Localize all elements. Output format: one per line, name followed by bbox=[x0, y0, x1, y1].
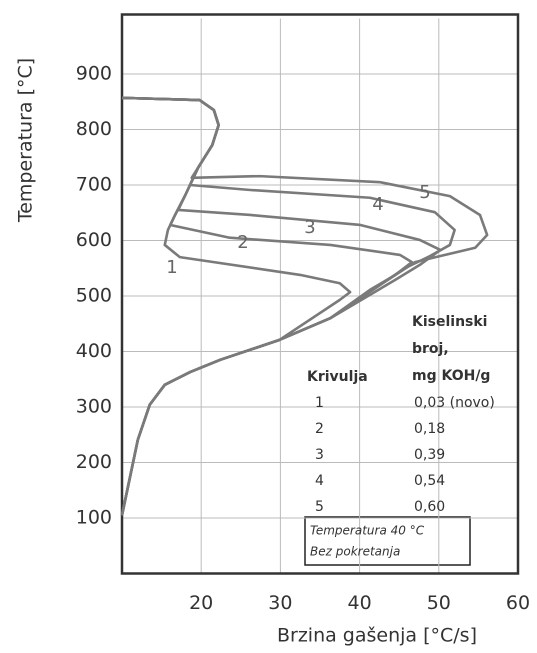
table-cell: 0,03 (novo) bbox=[414, 395, 495, 411]
table-cell: 5 bbox=[315, 499, 324, 515]
table-cell: 0,18 bbox=[414, 421, 445, 437]
x-tick-label: 30 bbox=[268, 592, 292, 614]
table-cell: 0,39 bbox=[414, 447, 445, 463]
curve bbox=[120, 96, 414, 516]
note-box bbox=[304, 516, 471, 566]
curve-label: 5 bbox=[419, 182, 430, 203]
x-tick-label: 40 bbox=[348, 592, 372, 614]
y-tick-label: 800 bbox=[76, 118, 112, 140]
x-axis-label: Brzina gašenja [°C/s] bbox=[277, 625, 477, 647]
curve-label: 1 bbox=[166, 257, 177, 278]
y-tick-label: 900 bbox=[76, 63, 112, 85]
plot-frame bbox=[120, 13, 520, 575]
x-tick-label: 50 bbox=[427, 592, 451, 614]
y-tick-label: 400 bbox=[76, 340, 112, 362]
table-header: Kiselinski bbox=[412, 314, 487, 330]
y-tick-label: 700 bbox=[76, 174, 112, 196]
curve bbox=[120, 96, 442, 516]
note-text: Bez pokretanja bbox=[310, 545, 400, 559]
curve-label: 3 bbox=[304, 217, 315, 238]
curve bbox=[120, 96, 489, 516]
table-cell: 0,60 bbox=[414, 499, 445, 515]
curve-label: 2 bbox=[237, 232, 248, 253]
table-header: broj, bbox=[412, 341, 449, 357]
y-tick-label: 200 bbox=[76, 451, 112, 473]
table-cell: 4 bbox=[315, 473, 324, 489]
table-header: Krivulja bbox=[307, 369, 368, 385]
x-tick-label: 60 bbox=[506, 592, 530, 614]
table-cell: 3 bbox=[315, 447, 324, 463]
table-cell: 2 bbox=[315, 421, 324, 437]
y-axis-label: Temperatura [°C] bbox=[15, 58, 37, 223]
note-text: Temperatura 40 °C bbox=[310, 524, 425, 538]
curve-label: 4 bbox=[372, 194, 383, 215]
y-tick-label: 300 bbox=[76, 396, 112, 418]
curve bbox=[120, 96, 456, 516]
y-tick-label: 100 bbox=[76, 507, 112, 529]
table-cell: 1 bbox=[315, 395, 324, 411]
y-tick-label: 600 bbox=[76, 229, 112, 251]
x-tick-label: 20 bbox=[189, 592, 213, 614]
y-tick-label: 500 bbox=[76, 285, 112, 307]
table-header: mg KOH/g bbox=[412, 368, 490, 384]
table-cell: 0,54 bbox=[414, 473, 445, 489]
